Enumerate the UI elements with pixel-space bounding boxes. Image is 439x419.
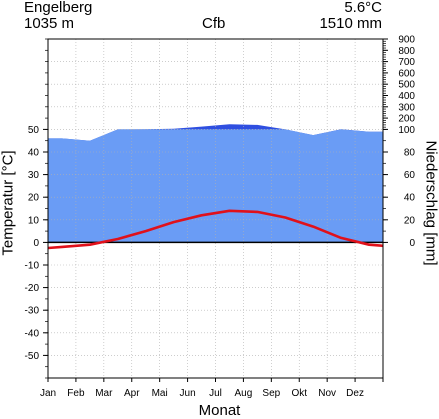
month-label: Jul (209, 388, 222, 399)
right-tick-label: 100 (398, 125, 415, 136)
right-tick-label: 300 (398, 102, 415, 113)
right-tick-label: 40 (404, 193, 416, 204)
right-tick-label: 400 (398, 91, 415, 102)
left-tick-label: 50 (28, 125, 40, 136)
month-label: Mai (152, 388, 168, 399)
left-tick-label: -40 (25, 328, 40, 339)
left-tick-label: 20 (28, 193, 40, 204)
right-tick-label: 200 (398, 114, 415, 125)
right-tick-label: 0 (409, 238, 415, 249)
right-tick-label: 60 (404, 170, 416, 181)
y-axis-label-left: Temperatur [°C] (0, 150, 17, 255)
left-tick-label: -20 (25, 283, 40, 294)
left-tick-label: -30 (25, 306, 40, 317)
month-label: Apr (124, 388, 140, 399)
left-tick-label: 10 (28, 215, 40, 226)
month-label: Mar (95, 388, 113, 399)
right-tick-label: 600 (398, 68, 415, 79)
month-label: Okt (291, 388, 307, 399)
right-tick-label: 700 (398, 57, 415, 68)
month-label: Feb (67, 388, 85, 399)
left-tick-label: -50 (25, 351, 40, 362)
month-label: Dez (346, 388, 364, 399)
left-tick-label: 30 (28, 170, 40, 181)
left-tick-label: 0 (33, 238, 39, 249)
left-tick-label: -10 (25, 261, 40, 272)
month-label: Jan (40, 388, 56, 399)
month-label: Nov (318, 388, 336, 399)
left-tick-label: 40 (28, 148, 40, 159)
right-tick-label: 800 (398, 46, 415, 57)
month-label: Aug (235, 388, 253, 399)
month-label: Jun (180, 388, 196, 399)
right-tick-label: 80 (404, 148, 416, 159)
x-axis-label: Monat (0, 403, 439, 418)
right-tick-label: 900 (398, 35, 415, 46)
month-label: Sep (262, 388, 280, 399)
right-tick-label: 500 (398, 80, 415, 91)
right-tick-label: 20 (404, 215, 416, 226)
y-axis-label-right: Niederschlag [mm] (423, 140, 439, 265)
